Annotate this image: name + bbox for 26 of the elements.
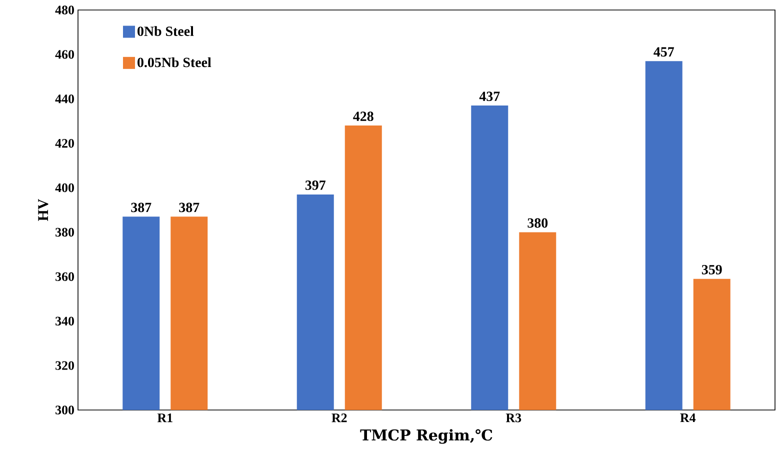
y-tick-label: 360 <box>56 272 74 282</box>
data-label: 437 <box>479 92 500 102</box>
data-label: 387 <box>131 202 152 212</box>
x-axis-title: TMCP Regim,℃ <box>360 429 492 444</box>
x-tick-label: R2 <box>332 414 347 422</box>
x-tick-label: R4 <box>680 414 696 422</box>
y-tick-label: 320 <box>56 361 74 370</box>
y-tick-label: 400 <box>55 183 74 192</box>
legend-label: 0Nb Steel <box>138 26 194 36</box>
y-tick-label: 440 <box>55 94 74 104</box>
y-tick-label: 460 <box>55 50 74 59</box>
data-label: 457 <box>654 47 674 57</box>
y-axis-title: HV <box>38 198 48 221</box>
data-label: 359 <box>702 265 722 274</box>
data-label: 387 <box>179 202 200 212</box>
y-tick-label: 380 <box>56 228 74 237</box>
y-tick-label: 480 <box>55 6 74 14</box>
legend-label: 0.05Nb Steel <box>138 57 212 68</box>
data-label: 380 <box>528 218 548 228</box>
x-tick-label: R3 <box>506 414 522 422</box>
x-tick-label: R1 <box>157 414 172 422</box>
data-label: 428 <box>353 112 374 122</box>
data-label: 397 <box>305 180 326 190</box>
y-tick-label: 340 <box>56 316 74 326</box>
y-tick-label: 300 <box>56 406 74 414</box>
y-tick-label: 420 <box>55 138 74 148</box>
